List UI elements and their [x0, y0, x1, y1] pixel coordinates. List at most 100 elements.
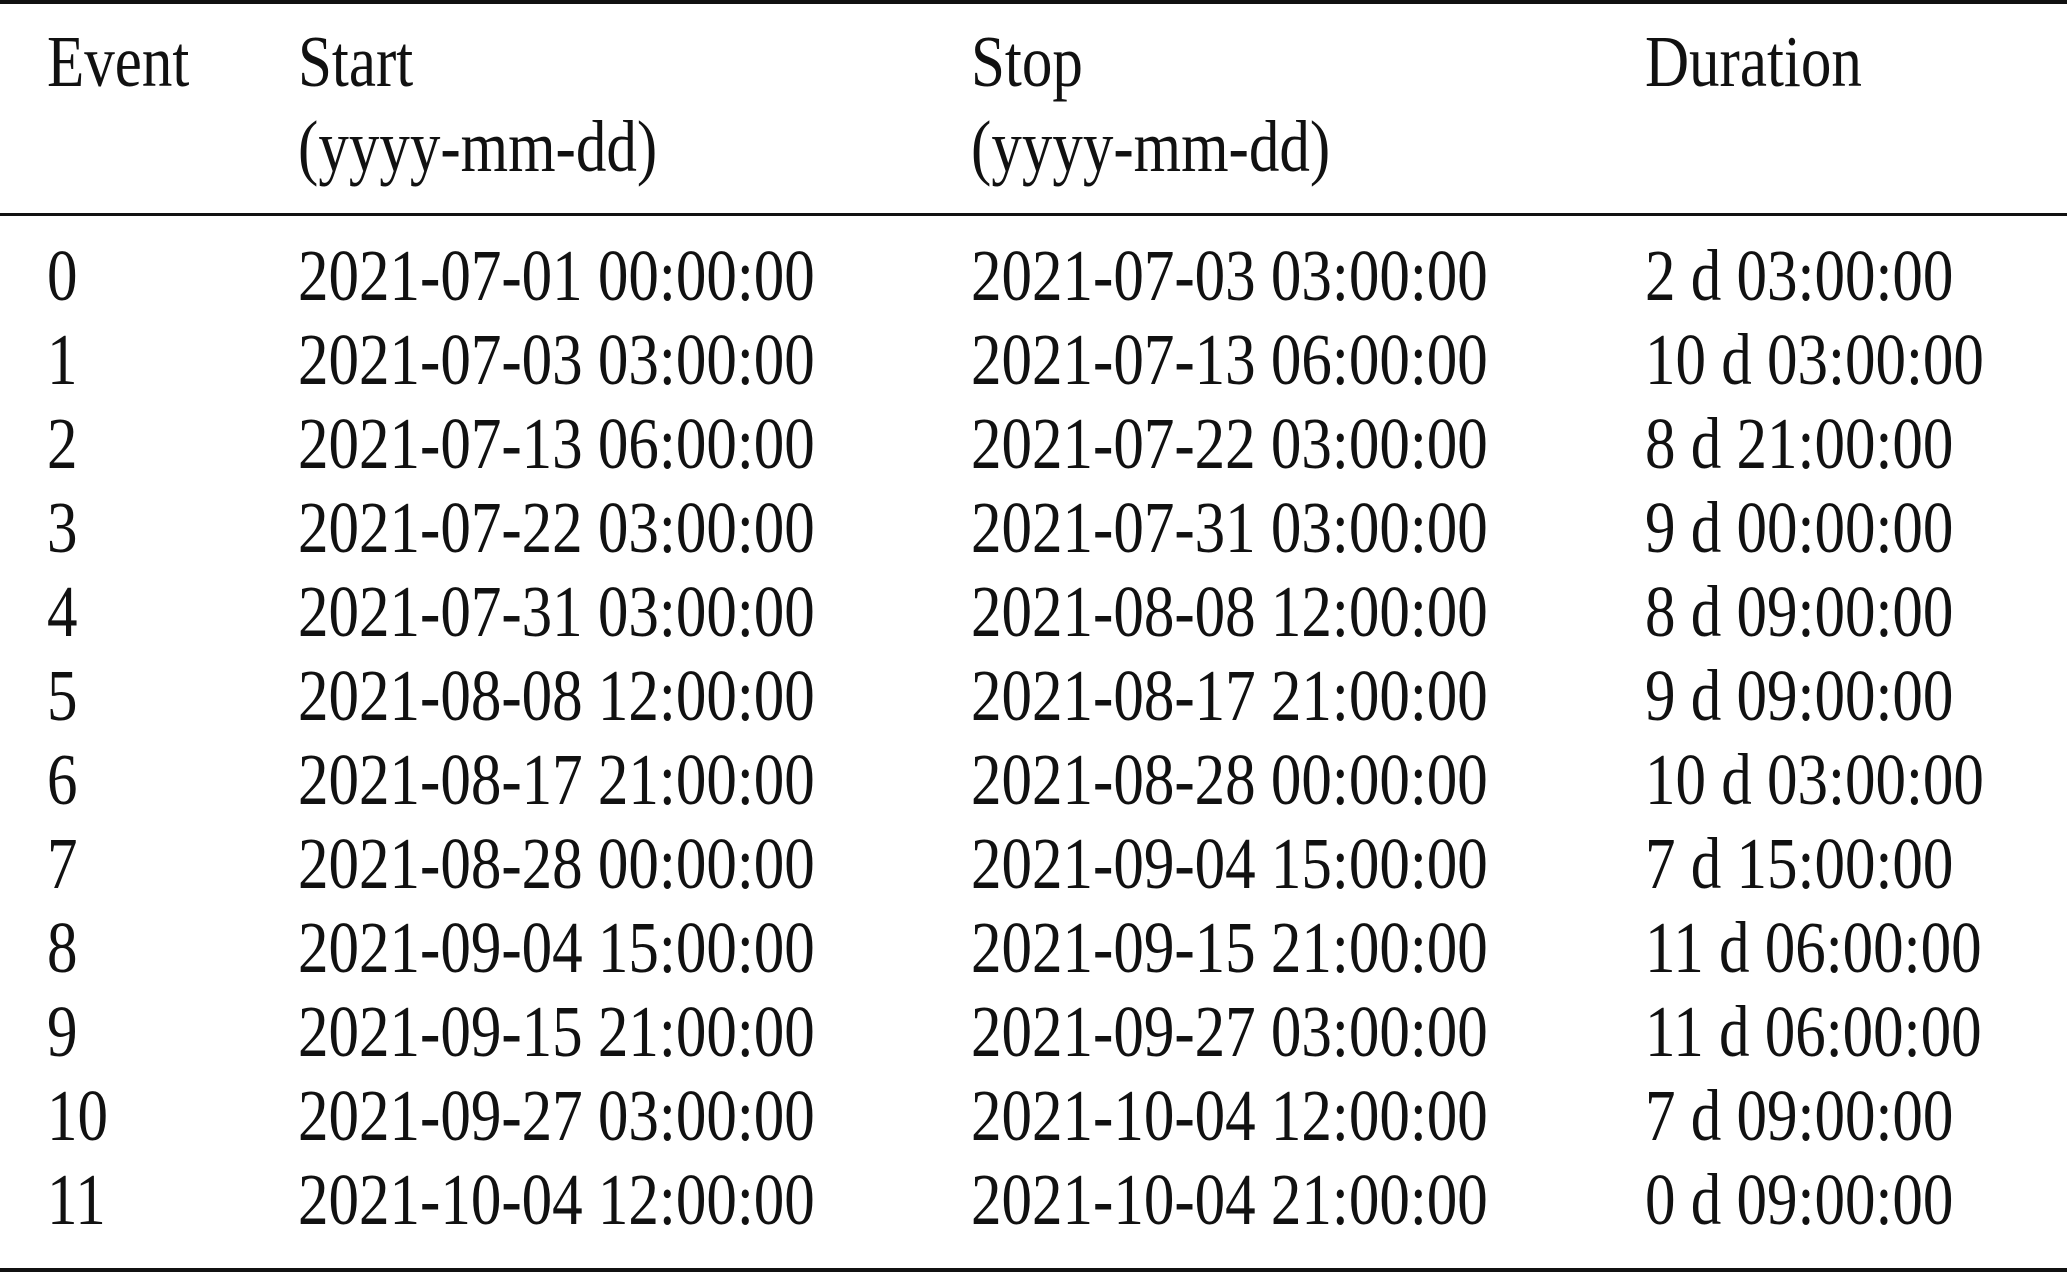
cell-start: 2021-07-03 03:00:00 [298, 320, 815, 400]
cell-text: 2021-09-27 03:00:00 [298, 1076, 815, 1157]
cell-event: 3 [47, 488, 78, 568]
cell-text: 2021-07-13 06:00:00 [298, 404, 815, 485]
cell-text: 2021-07-03 03:00:00 [971, 236, 1488, 317]
cell-text: 7 [47, 824, 78, 905]
cell-event: 1 [47, 320, 78, 400]
cell-start: 2021-08-17 21:00:00 [298, 740, 815, 820]
cell-stop: 2021-08-28 00:00:00 [971, 740, 1488, 820]
cell-text: 2021-09-04 15:00:00 [298, 908, 815, 989]
cell-duration: 9 d 00:00:00 [1645, 488, 1953, 568]
cell-text: 2 [47, 404, 78, 485]
header-start-line2: (yyyy-mm-dd) [298, 107, 657, 187]
cell-start: 2021-07-13 06:00:00 [298, 404, 815, 484]
cell-stop: 2021-07-03 03:00:00 [971, 236, 1488, 316]
cell-text: 5 [47, 656, 78, 737]
table-row: 8 2021-09-04 15:00:00 2021-09-15 21:00:00 1… [0, 907, 2067, 991]
header-duration-line1: Duration [1645, 22, 1862, 102]
cell-text: 2021-07-31 03:00:00 [971, 488, 1488, 569]
cell-stop: 2021-09-04 15:00:00 [971, 824, 1488, 904]
cell-stop: 2021-09-27 03:00:00 [971, 992, 1488, 1072]
cell-event: 7 [47, 824, 78, 904]
cell-duration: 7 d 09:00:00 [1645, 1076, 1953, 1156]
cell-duration: 8 d 09:00:00 [1645, 572, 1953, 652]
cell-text: 2021-09-15 21:00:00 [971, 908, 1488, 989]
cell-text: 2 d 03:00:00 [1645, 236, 1954, 317]
cell-text: 2021-07-01 00:00:00 [298, 236, 815, 317]
cell-stop: 2021-08-08 12:00:00 [971, 572, 1488, 652]
header-row-line1: Event Start Stop Duration [0, 21, 2067, 105]
cell-stop: 2021-08-17 21:00:00 [971, 656, 1488, 736]
cell-duration: 8 d 21:00:00 [1645, 404, 1953, 484]
cell-text: 2021-08-08 12:00:00 [971, 572, 1488, 653]
cell-text: 8 [47, 908, 78, 989]
table-row: 10 2021-09-27 03:00:00 2021-10-04 12:00:00… [0, 1075, 2067, 1159]
cell-duration: 9 d 09:00:00 [1645, 656, 1953, 736]
cell-text: 10 d 03:00:00 [1645, 320, 1984, 401]
header-text: Stop [971, 22, 1083, 103]
cell-text: 10 d 03:00:00 [1645, 740, 1984, 821]
cell-text: 2021-08-28 00:00:00 [298, 824, 815, 905]
cell-text: 2021-07-22 03:00:00 [971, 404, 1488, 485]
cell-text: 2021-07-22 03:00:00 [298, 488, 815, 569]
cell-text: 4 [47, 572, 78, 653]
cell-start: 2021-08-28 00:00:00 [298, 824, 815, 904]
header-row-line2: (yyyy-mm-dd) (yyyy-mm-dd) [0, 106, 2067, 190]
cell-text: 8 d 09:00:00 [1645, 572, 1954, 653]
cell-text: 3 [47, 488, 78, 569]
header-event-line1: Event [47, 22, 189, 102]
cell-text: 2021-08-17 21:00:00 [971, 656, 1488, 737]
table-row: 0 2021-07-01 00:00:00 2021-07-03 03:00:00 2… [0, 235, 2067, 319]
cell-text: 11 d 06:00:00 [1645, 992, 1982, 1073]
table-row: 4 2021-07-31 03:00:00 2021-08-08 12:00:00 8… [0, 571, 2067, 655]
cell-text: 0 d 09:00:00 [1645, 1160, 1954, 1241]
cell-text: 0 [47, 236, 78, 317]
cell-text: 8 d 21:00:00 [1645, 404, 1954, 485]
header-text: Duration [1645, 22, 1862, 103]
cell-start: 2021-07-01 00:00:00 [298, 236, 815, 316]
cell-start: 2021-10-04 12:00:00 [298, 1160, 815, 1240]
header-text: Start [298, 22, 414, 103]
table-row: 1 2021-07-03 03:00:00 2021-07-13 06:00:00 1… [0, 319, 2067, 403]
cell-event: 6 [47, 740, 78, 820]
cell-text: 7 d 15:00:00 [1645, 824, 1954, 905]
cell-stop: 2021-10-04 12:00:00 [971, 1076, 1488, 1156]
cell-stop: 2021-07-31 03:00:00 [971, 488, 1488, 568]
cell-duration: 10 d 03:00:00 [1645, 740, 1984, 820]
cell-event: 8 [47, 908, 78, 988]
header-stop-line2: (yyyy-mm-dd) [971, 107, 1330, 187]
header-rule [0, 213, 2067, 216]
cell-start: 2021-07-31 03:00:00 [298, 572, 815, 652]
header-text: (yyyy-mm-dd) [971, 107, 1331, 188]
cell-stop: 2021-07-22 03:00:00 [971, 404, 1488, 484]
table-row: 5 2021-08-08 12:00:00 2021-08-17 21:00:00 9… [0, 655, 2067, 739]
cell-duration: 0 d 09:00:00 [1645, 1160, 1953, 1240]
cell-start: 2021-09-15 21:00:00 [298, 992, 815, 1072]
cell-stop: 2021-10-04 21:00:00 [971, 1160, 1488, 1240]
table-row: 11 2021-10-04 12:00:00 2021-10-04 21:00:00… [0, 1159, 2067, 1243]
cell-text: 2021-08-28 00:00:00 [971, 740, 1488, 821]
cell-text: 2021-09-15 21:00:00 [298, 992, 815, 1073]
cell-text: 2021-07-03 03:00:00 [298, 320, 815, 401]
cell-duration: 2 d 03:00:00 [1645, 236, 1953, 316]
header-text: Event [47, 22, 190, 103]
header-text: (yyyy-mm-dd) [298, 107, 658, 188]
cell-text: 2021-10-04 12:00:00 [971, 1076, 1488, 1157]
cell-event: 10 [47, 1076, 108, 1156]
cell-start: 2021-09-27 03:00:00 [298, 1076, 815, 1156]
header-stop-line1: Stop [971, 22, 1083, 102]
cell-text: 9 d 00:00:00 [1645, 488, 1954, 569]
top-rule [0, 0, 2067, 4]
cell-text: 7 d 09:00:00 [1645, 1076, 1954, 1157]
cell-start: 2021-09-04 15:00:00 [298, 908, 815, 988]
table-row: 2 2021-07-13 06:00:00 2021-07-22 03:00:00 8… [0, 403, 2067, 487]
cell-event: 5 [47, 656, 78, 736]
cell-text: 9 d 09:00:00 [1645, 656, 1954, 737]
cell-text: 2021-07-13 06:00:00 [971, 320, 1488, 401]
cell-text: 2021-08-08 12:00:00 [298, 656, 815, 737]
cell-text: 2021-09-27 03:00:00 [971, 992, 1488, 1073]
bottom-rule [0, 1268, 2067, 1272]
cell-text: 10 [47, 1076, 108, 1157]
cell-text: 2021-09-04 15:00:00 [971, 824, 1488, 905]
cell-text: 9 [47, 992, 78, 1073]
cell-duration: 10 d 03:00:00 [1645, 320, 1984, 400]
